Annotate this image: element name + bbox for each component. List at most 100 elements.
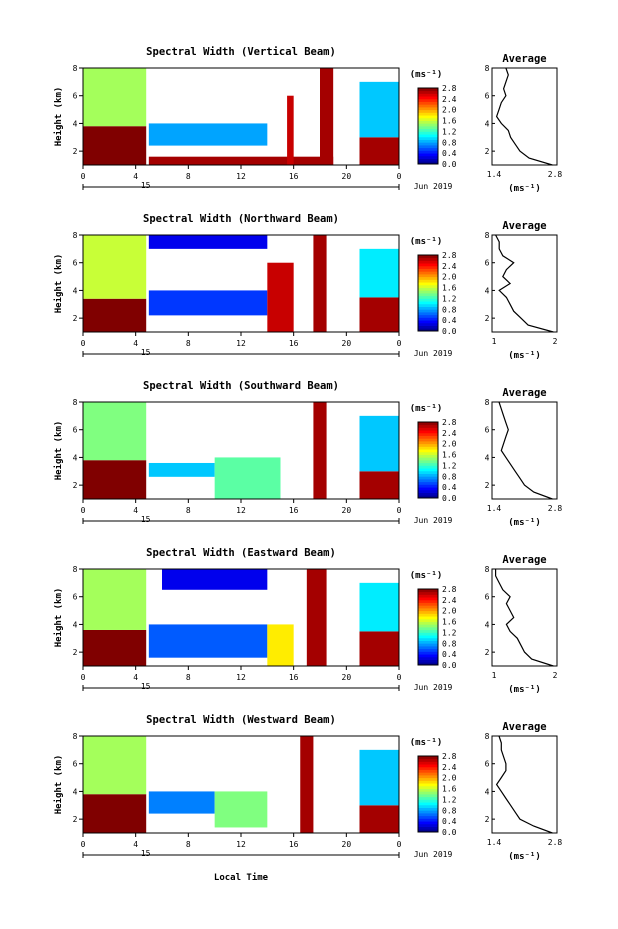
colorbar-segment [418,451,438,455]
x-tick-label: 20 [342,339,352,348]
colorbar-frame [417,588,439,666]
y-tick-label: 6 [73,426,78,435]
y-axis-label: Height (km) [53,588,64,648]
colorbar-tick-label: 0.8 [442,806,457,815]
y-tick-label: 6 [73,760,78,769]
colorbar-segment [418,473,438,477]
colorbar-segment [418,90,438,94]
heatmap-region [83,298,147,332]
colorbar-segment [418,618,438,622]
x-tick-label: 20 [342,840,352,849]
avg-x-tick-label: 2 [553,337,558,346]
average-title: Average [502,554,546,566]
heatmap-region [359,631,399,666]
average-profile-line [498,401,553,500]
colorbar-segment [418,589,438,593]
colorbar-segment [418,161,438,165]
colorbar-segment [418,109,438,113]
avg-y-tick-label: 4 [485,453,490,462]
panel-2: Spectral Width (Northward Beam) 2 4 6 8 Heigh… [53,213,558,361]
day-label: 15 [141,181,151,190]
x-tick-label: 12 [236,172,246,181]
colorbar-tick-label: 2.4 [442,596,457,605]
colorbar-segment [418,427,438,431]
y-tick-label: 4 [73,453,78,462]
date-label: Jun 2019 [414,182,453,191]
avg-x-tick-label: 1.4 [487,504,502,513]
colorbar-segment [418,145,438,149]
avg-y-tick-label: 8 [485,565,490,574]
heatmap-region [359,297,399,332]
colorbar-segment [418,807,438,811]
colorbar-tick-label: 0.8 [442,472,457,481]
avg-x-tick-label: 2.8 [548,838,563,847]
heatmap-region [83,794,147,833]
x-tick-label: 16 [289,673,299,682]
colorbar-segment [418,810,438,814]
heatmap-region [162,569,268,590]
colorbar-segment [418,613,438,617]
colorbar-segment [418,465,438,469]
colorbar-segment [418,479,438,483]
colorbar-tick-label: 2.0 [442,607,457,616]
colorbar-tick-label: 0.4 [442,817,457,826]
x-tick-label: 0 [81,172,86,181]
date-label: Jun 2019 [414,683,453,692]
day-label: 15 [141,682,151,691]
colorbar-segment [418,446,438,450]
colorbar-segment [418,268,438,272]
colorbar-segment [418,823,438,827]
heatmap-region [359,248,399,298]
colorbar-tick-label: 0.0 [442,661,457,670]
heatmap-region [148,290,268,316]
panel-5: Spectral Width (Westward Beam) 2 4 6 8 Height… [53,714,562,862]
colorbar-segment [418,96,438,100]
average-title: Average [502,721,546,733]
colorbar-segment [418,306,438,310]
colorbar-segment [418,470,438,474]
colorbar-segment [418,766,438,770]
heatmap-region [83,402,147,461]
colorbar-segment [418,635,438,639]
avg-y-tick-label: 6 [485,259,490,268]
colorbar-segment [418,813,438,817]
heatmap-region [313,402,327,499]
colorbar-segment [418,435,438,439]
average-unit: (ms⁻¹) [508,351,541,361]
colorbar-segment [418,260,438,264]
x-tick-label: 0 [397,840,402,849]
colorbar-segment [418,829,438,833]
colorbar-tick-label: 2.0 [442,106,457,115]
colorbar-segment [418,775,438,779]
colorbar-segment [418,303,438,307]
x-tick-label: 0 [81,840,86,849]
average-title: Average [502,53,546,65]
colorbar-segment [418,98,438,102]
heatmap-region [359,471,399,499]
panel-4: Spectral Width (Eastward Beam) 2 4 6 8 Height… [53,547,558,695]
colorbar-segment [418,328,438,332]
colorbar-segment [418,783,438,787]
x-tick-label: 0 [81,339,86,348]
x-tick-label: 8 [186,840,191,849]
colorbar-segment [418,158,438,162]
panel-1: Spectral Width (Vertical Beam) 2 4 6 8 Height… [53,46,562,194]
colorbar-tick-label: 2.4 [442,429,457,438]
y-tick-label: 6 [73,593,78,602]
y-axis-label: Height (km) [53,421,64,481]
average-frame [491,67,558,166]
heatmap-region [313,235,327,332]
colorbar-segment [418,489,438,493]
colorbar-tick-label: 2.4 [442,763,457,772]
date-label: Jun 2019 [414,349,453,358]
colorbar-segment [418,772,438,776]
heatmap-region [359,415,399,472]
colorbar-tick-label: 2.8 [442,418,457,427]
colorbar-segment [418,818,438,822]
y-tick-label: 4 [73,119,78,128]
colorbar-segment [418,597,438,601]
colorbar-segment [418,136,438,140]
y-tick-label: 2 [73,147,78,156]
colorbar-segment [418,651,438,655]
